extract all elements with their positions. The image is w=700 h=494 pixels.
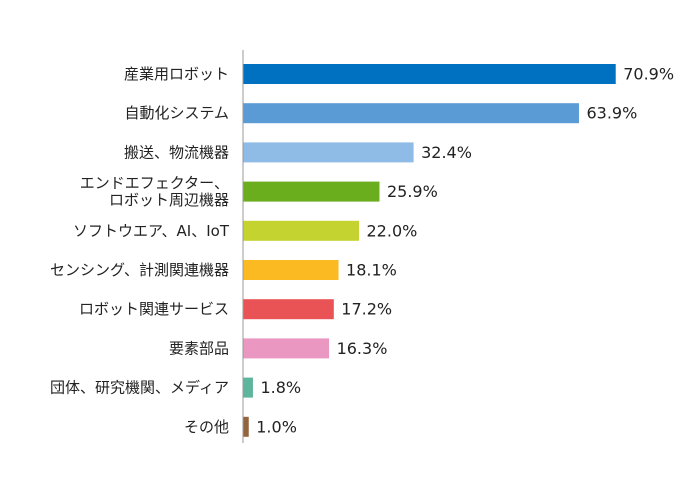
bar-8 bbox=[243, 377, 253, 398]
value-label-3: 25.9% bbox=[387, 182, 438, 201]
bar-1 bbox=[243, 103, 579, 124]
category-label-5: センシング、計測関連機器 bbox=[50, 261, 229, 279]
bar-0 bbox=[243, 64, 616, 84]
value-label-6: 17.2% bbox=[341, 300, 392, 319]
category-label-9: その他 bbox=[184, 418, 229, 436]
category-label-0: 産業用ロボット bbox=[124, 65, 229, 83]
category-label-6: ロボット関連サービス bbox=[79, 300, 229, 318]
bar-3 bbox=[243, 181, 380, 202]
bar-5 bbox=[243, 260, 339, 280]
bar-4 bbox=[243, 220, 359, 241]
category-label-3-line-0: エンドエフェクター、 bbox=[80, 174, 229, 192]
bar-7 bbox=[243, 338, 330, 359]
value-label-2: 32.4% bbox=[421, 143, 472, 162]
bar-9 bbox=[243, 416, 249, 437]
bar-6 bbox=[243, 299, 334, 320]
category-label-3-line-1: ロボット周辺機器 bbox=[109, 191, 229, 209]
category-label-4: ソフトウエア、AI、IoT bbox=[73, 222, 230, 240]
value-label-8: 1.8% bbox=[260, 378, 301, 397]
category-label-1: 自動化システム bbox=[124, 104, 229, 122]
category-label-8: 団体、研究機関、メディア bbox=[50, 379, 229, 397]
value-label-7: 16.3% bbox=[337, 339, 388, 358]
bars-group bbox=[243, 64, 616, 437]
value-label-4: 22.0% bbox=[367, 221, 418, 240]
value-label-0: 70.9% bbox=[623, 65, 674, 84]
value-labels-group: 70.9% 63.9% 32.4% 25.9% 22.0% 18.1% 17.2% 16.3%… bbox=[256, 65, 674, 437]
category-label-2: 搬送、物流機器 bbox=[124, 143, 229, 161]
category-labels-group: 産業用ロボット自動化システム搬送、物流機器エンドエフェクター、ロボット周辺機器ソ… bbox=[50, 65, 230, 436]
category-label-7: 要素部品 bbox=[169, 339, 229, 357]
value-label-9: 1.0% bbox=[256, 417, 297, 436]
value-label-1: 63.9% bbox=[586, 104, 637, 123]
value-label-5: 18.1% bbox=[346, 261, 397, 280]
bar-2 bbox=[243, 142, 414, 163]
